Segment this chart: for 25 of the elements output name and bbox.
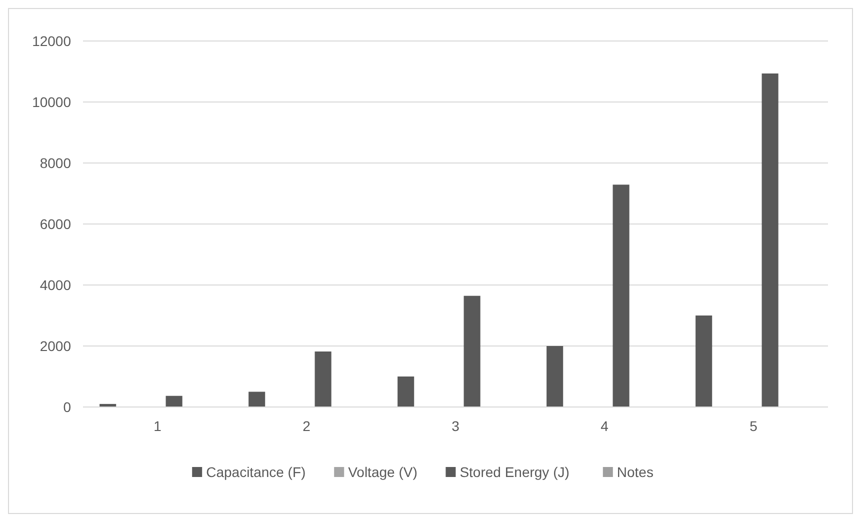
y-tick-label: 6000	[40, 216, 72, 232]
x-tick-label: 4	[600, 418, 609, 434]
y-tick-label: 4000	[40, 276, 72, 293]
x-tick-label: 1	[154, 418, 162, 434]
bar	[762, 73, 778, 407]
y-tick-label: 2000	[40, 338, 72, 354]
y-tick-label: 0	[63, 398, 72, 415]
legend-label: Notes	[616, 464, 654, 480]
x-tick-label: 2	[302, 418, 311, 434]
bar	[612, 184, 630, 407]
legend-label: Voltage (V)	[348, 464, 418, 480]
bar	[546, 346, 564, 407]
x-tick-label: 3	[452, 418, 460, 434]
bar	[166, 396, 182, 407]
y-tick-label: 8000	[40, 154, 72, 171]
y-tick-label: 10000	[32, 94, 72, 110]
y-tick-label: 12000	[32, 32, 72, 49]
bar	[696, 316, 712, 407]
bar	[464, 296, 480, 407]
bar	[314, 351, 332, 407]
bar	[248, 392, 266, 407]
legend-label: Stored Energy (J)	[460, 464, 570, 480]
legend-label: Capacitance (F)	[206, 464, 306, 480]
bar	[398, 376, 414, 407]
x-tick-label: 5	[750, 418, 758, 434]
